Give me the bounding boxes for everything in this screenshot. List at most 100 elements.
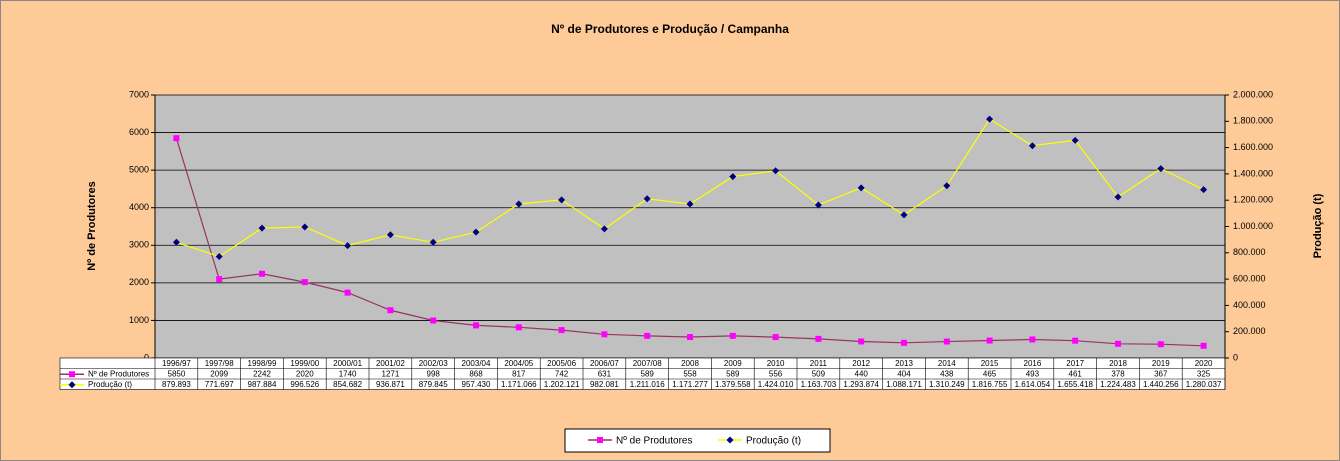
- y-tick-label: 6000: [129, 127, 149, 137]
- y2-tick-label: 800.000: [1233, 247, 1266, 257]
- y-tick-label: 7000: [129, 89, 149, 99]
- table-cell: 509: [812, 369, 826, 378]
- y-axis-title: Nº de Produtores: [86, 181, 98, 271]
- legend-marker: [68, 381, 76, 389]
- x-tick-label: 2005/06: [547, 359, 576, 368]
- x-tick-label: 1996/97: [162, 359, 191, 368]
- table-cell: 936.871: [376, 380, 405, 389]
- data-point: [815, 335, 822, 342]
- table-cell: 1.379.558: [715, 380, 751, 389]
- table-cell: 2020: [296, 369, 314, 378]
- x-tick-label: 2004/05: [504, 359, 533, 368]
- data-point: [1071, 136, 1079, 144]
- data-point: [1200, 342, 1207, 349]
- table-cell: 631: [598, 369, 612, 378]
- data-point: [259, 270, 265, 277]
- table-cell: 1.310.249: [929, 380, 965, 389]
- x-tick-label: 2013: [895, 359, 913, 368]
- table-cell: 493: [1026, 369, 1040, 378]
- x-tick-label: 2006/07: [590, 359, 619, 368]
- y-tick-label: 5000: [129, 165, 149, 175]
- table-cell: 1.211.016: [630, 380, 666, 389]
- x-tick-label: 2011: [810, 359, 828, 368]
- data-point: [814, 201, 822, 209]
- data-point: [943, 338, 950, 345]
- x-tick-label: 2016: [1024, 359, 1042, 368]
- table-cell: 438: [940, 369, 954, 378]
- table-cell: 854.682: [333, 380, 362, 389]
- y2-tick-label: 0: [1233, 352, 1238, 362]
- legend-marker: [726, 436, 734, 444]
- table-cell: 1.088.171: [886, 380, 922, 389]
- y-tick-label: 1000: [129, 315, 149, 325]
- table-cell: 996.526: [290, 380, 319, 389]
- table-cell: 1.202.121: [544, 380, 580, 389]
- data-point: [1157, 341, 1164, 348]
- x-tick-label: 2010: [767, 359, 785, 368]
- table-cell: 1.171.066: [501, 380, 537, 389]
- table-cell: 589: [726, 369, 740, 378]
- table-cell: 982.081: [590, 380, 619, 389]
- x-tick-label: 2001/02: [376, 359, 405, 368]
- data-point: [644, 332, 651, 339]
- y-tick-label: 3000: [129, 240, 149, 250]
- data-point: [900, 211, 908, 219]
- x-tick-label: 2007/08: [633, 359, 662, 368]
- table-cell: 817: [512, 369, 526, 378]
- table-cell: 957.430: [462, 380, 491, 389]
- table-row-label: Produção (t): [88, 380, 132, 389]
- y2-tick-label: 600.000: [1233, 273, 1266, 283]
- data-point: [387, 307, 394, 314]
- x-tick-label: 2017: [1066, 359, 1084, 368]
- y2-axis-title: Produção (t): [1312, 193, 1324, 258]
- y2-tick-label: 1.000.000: [1233, 221, 1273, 231]
- legend-marker: [597, 437, 603, 443]
- data-table: [59, 357, 1226, 390]
- data-point: [216, 276, 223, 283]
- data-point: [430, 317, 437, 324]
- y2-tick-label: 1.600.000: [1233, 142, 1273, 152]
- data-point: [986, 115, 994, 123]
- table-cell: 404: [897, 369, 911, 378]
- data-point: [600, 225, 608, 233]
- table-cell: 742: [555, 369, 569, 378]
- data-point: [344, 242, 352, 250]
- legend-box: [564, 428, 831, 453]
- x-tick-label: 2020: [1195, 359, 1213, 368]
- table-cell: 5850: [168, 369, 186, 378]
- y2-tick-label: 2.000.000: [1233, 89, 1273, 99]
- table-cell: 1.171.277: [672, 380, 708, 389]
- x-tick-label: 2000/01: [333, 359, 362, 368]
- table-cell: 2099: [210, 369, 228, 378]
- data-point: [729, 332, 736, 339]
- data-point: [858, 338, 865, 345]
- x-tick-label: 2002/03: [419, 359, 448, 368]
- table-cell: 1.293.874: [843, 380, 879, 389]
- table-cell: 1.163.703: [801, 380, 837, 389]
- table-cell: 440: [855, 369, 869, 378]
- data-point: [986, 337, 993, 344]
- y2-tick-label: 200.000: [1233, 326, 1266, 336]
- legend-marker: [69, 371, 75, 378]
- x-tick-label: 2014: [938, 359, 956, 368]
- table-cell: 1.224.483: [1100, 380, 1136, 389]
- data-point: [1115, 340, 1121, 347]
- table-cell: 1.655.418: [1057, 380, 1093, 389]
- chart-title: Nº de Produtores e Produção / Campanha: [551, 22, 789, 36]
- data-point: [686, 200, 694, 208]
- table-cell: 1.614.054: [1015, 380, 1051, 389]
- y2-tick-label: 1.400.000: [1233, 168, 1273, 178]
- data-point: [215, 253, 223, 261]
- table-cell: 325: [1197, 369, 1211, 378]
- data-point: [687, 334, 693, 341]
- data-point: [1028, 142, 1036, 150]
- table-cell: 998: [427, 369, 441, 378]
- y2-tick-label: 400.000: [1233, 300, 1266, 310]
- data-point: [901, 339, 907, 346]
- data-point: [729, 173, 737, 181]
- data-point: [172, 238, 180, 246]
- table-row-label: Nº de Produtores: [88, 369, 149, 378]
- table-cell: 589: [641, 369, 655, 378]
- data-point: [772, 167, 780, 175]
